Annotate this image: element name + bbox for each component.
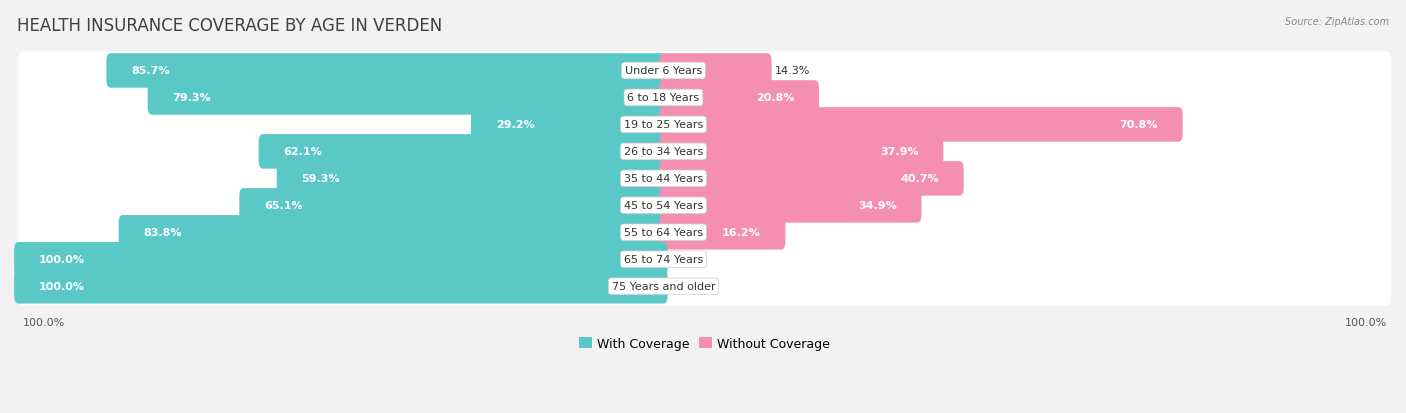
Text: 62.1%: 62.1% xyxy=(284,147,322,157)
Text: Source: ZipAtlas.com: Source: ZipAtlas.com xyxy=(1285,17,1389,26)
Text: Under 6 Years: Under 6 Years xyxy=(624,66,702,76)
FancyBboxPatch shape xyxy=(659,108,1182,142)
FancyBboxPatch shape xyxy=(471,108,668,142)
FancyBboxPatch shape xyxy=(18,268,1391,306)
Legend: With Coverage, Without Coverage: With Coverage, Without Coverage xyxy=(575,332,835,355)
FancyBboxPatch shape xyxy=(659,189,921,223)
Text: 85.7%: 85.7% xyxy=(131,66,170,76)
Text: 45 to 54 Years: 45 to 54 Years xyxy=(624,201,703,211)
Text: 19 to 25 Years: 19 to 25 Years xyxy=(624,120,703,130)
FancyBboxPatch shape xyxy=(14,269,668,304)
FancyBboxPatch shape xyxy=(659,81,818,116)
Text: 75 Years and older: 75 Years and older xyxy=(612,282,716,292)
Text: 40.7%: 40.7% xyxy=(900,174,939,184)
FancyBboxPatch shape xyxy=(18,160,1391,198)
FancyBboxPatch shape xyxy=(148,81,668,116)
Text: 35 to 44 Years: 35 to 44 Years xyxy=(624,174,703,184)
Text: 59.3%: 59.3% xyxy=(301,174,340,184)
Text: 14.3%: 14.3% xyxy=(775,66,810,76)
FancyBboxPatch shape xyxy=(277,162,668,196)
Text: 16.2%: 16.2% xyxy=(721,228,761,238)
FancyBboxPatch shape xyxy=(107,54,668,88)
FancyBboxPatch shape xyxy=(659,54,772,88)
FancyBboxPatch shape xyxy=(118,216,668,250)
Text: 83.8%: 83.8% xyxy=(143,228,181,238)
Text: 65.1%: 65.1% xyxy=(264,201,302,211)
Text: 100.0%: 100.0% xyxy=(22,318,65,328)
FancyBboxPatch shape xyxy=(18,52,1391,90)
Text: HEALTH INSURANCE COVERAGE BY AGE IN VERDEN: HEALTH INSURANCE COVERAGE BY AGE IN VERD… xyxy=(17,17,441,34)
Text: 6 to 18 Years: 6 to 18 Years xyxy=(627,93,700,103)
FancyBboxPatch shape xyxy=(18,187,1391,225)
FancyBboxPatch shape xyxy=(659,216,786,250)
Text: 37.9%: 37.9% xyxy=(880,147,918,157)
Text: 100.0%: 100.0% xyxy=(1344,318,1386,328)
Text: 100.0%: 100.0% xyxy=(39,282,84,292)
FancyBboxPatch shape xyxy=(239,189,668,223)
Text: 34.9%: 34.9% xyxy=(858,201,897,211)
Text: 65 to 74 Years: 65 to 74 Years xyxy=(624,255,703,265)
Text: 79.3%: 79.3% xyxy=(173,93,211,103)
FancyBboxPatch shape xyxy=(259,135,668,169)
FancyBboxPatch shape xyxy=(18,214,1391,252)
FancyBboxPatch shape xyxy=(18,133,1391,171)
Text: 70.8%: 70.8% xyxy=(1119,120,1159,130)
FancyBboxPatch shape xyxy=(659,135,943,169)
FancyBboxPatch shape xyxy=(18,106,1391,144)
Text: 20.8%: 20.8% xyxy=(755,93,794,103)
FancyBboxPatch shape xyxy=(18,79,1391,117)
Text: 26 to 34 Years: 26 to 34 Years xyxy=(624,147,703,157)
FancyBboxPatch shape xyxy=(14,242,668,277)
FancyBboxPatch shape xyxy=(18,240,1391,279)
FancyBboxPatch shape xyxy=(659,162,963,196)
Text: 100.0%: 100.0% xyxy=(39,255,84,265)
Text: 29.2%: 29.2% xyxy=(496,120,534,130)
Text: 55 to 64 Years: 55 to 64 Years xyxy=(624,228,703,238)
